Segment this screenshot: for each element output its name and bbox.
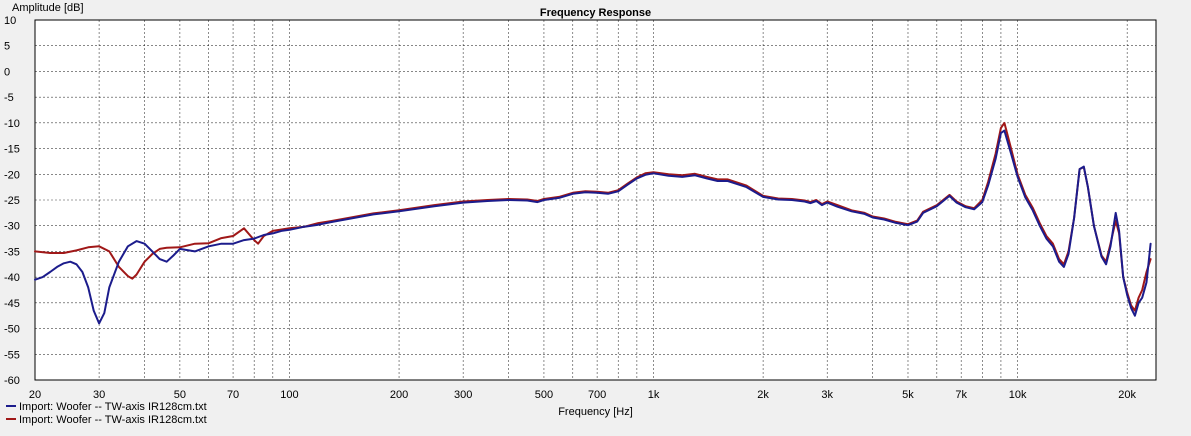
x-tick-label: 20k	[1118, 389, 1136, 401]
y-tick-label: -40	[4, 272, 20, 284]
y-tick-label: -50	[4, 324, 20, 336]
y-tick-label: -10	[4, 118, 20, 130]
x-tick-label: 3k	[821, 389, 833, 401]
x-tick-label: 300	[454, 389, 472, 401]
plot-border	[34, 19, 1157, 381]
x-tick-label: 10k	[1009, 389, 1027, 401]
y-tick-label: -25	[4, 195, 20, 207]
x-tick-label: 50	[174, 389, 186, 401]
y-axis-label: Amplitude [dB]	[12, 2, 84, 14]
x-tick-label: 500	[535, 389, 553, 401]
x-tick-label: 200	[390, 389, 408, 401]
y-tick-label: -35	[4, 246, 20, 258]
y-tick-label: -55	[4, 349, 20, 361]
x-tick-label: 30	[93, 389, 105, 401]
x-tick-label: 20	[29, 389, 41, 401]
legend-label-2: Import: Woofer -- TW-axis IR128cm.txt	[19, 414, 207, 426]
x-tick-label: 70	[227, 389, 239, 401]
chart-title: Frequency Response	[540, 7, 651, 19]
y-tick-label: -20	[4, 169, 20, 181]
legend-label-1: Import: Woofer -- TW-axis IR128cm.txt	[19, 401, 207, 413]
y-tick-label: 0	[4, 66, 10, 78]
y-tick-label: -5	[4, 92, 14, 104]
x-tick-label: 7k	[955, 389, 967, 401]
y-tick-label: -60	[4, 375, 20, 387]
x-axis-label: Frequency [Hz]	[558, 406, 633, 418]
x-tick-label: 700	[588, 389, 606, 401]
x-tick-label: 1k	[648, 389, 660, 401]
y-tick-label: 5	[4, 41, 10, 53]
y-tick-label: -45	[4, 298, 20, 310]
y-tick-label: -15	[4, 144, 20, 156]
x-tick-label: 5k	[902, 389, 914, 401]
x-tick-label: 100	[280, 389, 298, 401]
x-tick-label: 2k	[757, 389, 769, 401]
y-tick-label: -30	[4, 221, 20, 233]
y-tick-label: 10	[4, 15, 16, 27]
series-line-1	[34, 129, 1152, 325]
